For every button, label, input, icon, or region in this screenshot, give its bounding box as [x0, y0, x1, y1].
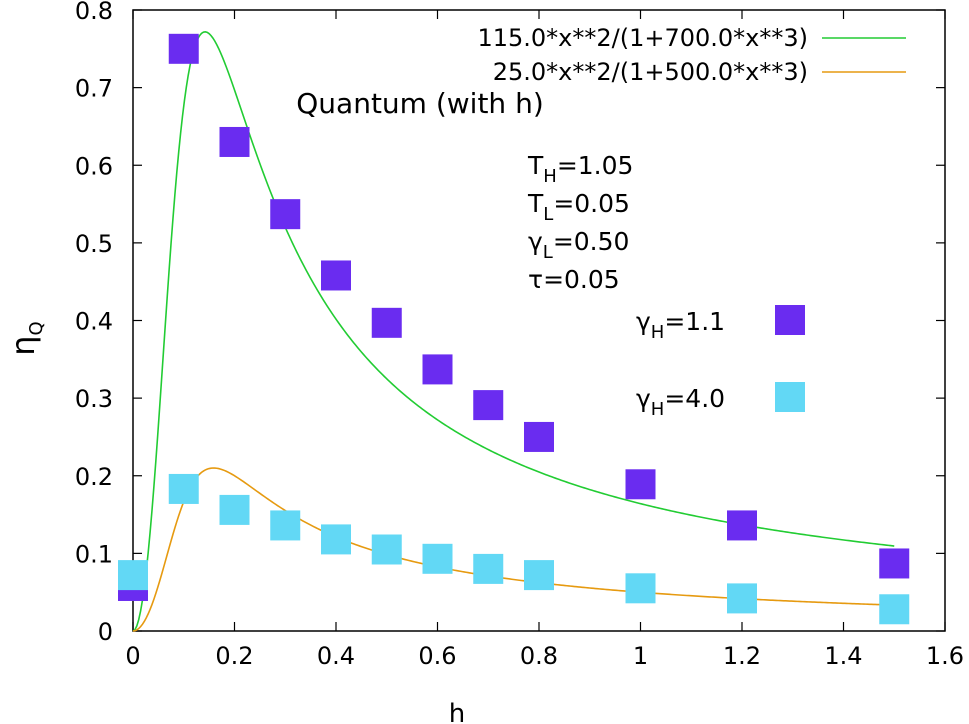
x-tick-label: 0.2	[215, 642, 253, 670]
legend-label-value: =4.0	[664, 384, 725, 413]
data-point-series-1	[727, 583, 757, 614]
param-annotation-value: =0.05	[543, 265, 620, 294]
x-axis-label: h	[449, 699, 465, 724]
x-tick-label: 1.2	[723, 642, 761, 670]
legend-label: 25.0*x**2/(1+500.0*x**3)	[493, 58, 808, 86]
x-tick-label: 1	[633, 642, 648, 670]
text-layer: 115.0*x**2/(1+700.0*x**3) 25.0*x**2/(1+50…	[296, 24, 906, 420]
legend-label: 115.0*x**2/(1+700.0*x**3)	[477, 24, 808, 52]
data-point-series-1	[270, 510, 301, 541]
x-tick-label: 0.4	[317, 642, 355, 670]
param-annotation-main: τ	[528, 265, 543, 294]
legend-label-main: γ	[636, 307, 651, 336]
legend-label-sub: H	[651, 322, 665, 343]
param-annotation-value: =0.50	[553, 227, 630, 256]
y-tick-label: 0.4	[75, 308, 113, 336]
data-point-series-1	[879, 594, 910, 625]
data-point-series-1	[422, 543, 453, 574]
y-axis-label: ηQ	[4, 321, 47, 355]
chart-title: Quantum (with h)	[296, 87, 544, 120]
y-tick-label: 0.3	[75, 385, 113, 413]
data-point-series-0	[473, 390, 504, 421]
x-tick-label: 1.4	[824, 642, 862, 670]
param-annotation-sub: H	[543, 166, 557, 187]
data-point-series-1	[524, 560, 554, 591]
param-annotation-main: T	[527, 151, 544, 180]
x-tick-label: 1.6	[926, 642, 964, 670]
data-point-series-0	[727, 510, 757, 541]
y-tick-label: 0.1	[75, 540, 113, 568]
param-annotation: τ=0.05	[528, 265, 620, 294]
param-annotation: TH=1.05	[527, 151, 633, 187]
data-point-series-0	[270, 199, 301, 230]
legend-label-value: =1.1	[664, 307, 725, 336]
param-annotation-sub: L	[543, 242, 553, 263]
y-tick-label: 0.5	[75, 230, 113, 258]
x-tick-label: 0.8	[520, 642, 558, 670]
data-point-series-1	[371, 534, 402, 565]
y-tick-label: 0.7	[75, 75, 113, 103]
legend-label-main: γ	[636, 384, 651, 413]
data-point-series-1	[625, 573, 656, 604]
series-line-2	[132, 31, 895, 632]
y-axis-label-main: η	[4, 335, 42, 355]
legend-marker	[775, 382, 805, 412]
x-tick-label: 0.6	[418, 642, 456, 670]
series-line-3	[132, 467, 895, 632]
data-point-series-0	[625, 469, 656, 500]
data-point-series-0	[321, 260, 351, 291]
data-point-series-0	[168, 33, 199, 64]
param-annotation-main: T	[527, 189, 544, 218]
data-point-series-1	[219, 494, 250, 525]
legend-label: γH=4.0	[636, 384, 725, 420]
data-point-series-1	[321, 524, 351, 555]
axes-layer: 0 0.2 0.4 0.6 0.8 1 1.2 1.4 1.6 0 0.1 0.2 0.3 0.4 0.5 0…	[4, 0, 964, 724]
param-annotation-sub: L	[543, 204, 553, 225]
data-point-series-0	[422, 354, 453, 385]
data-layer	[118, 31, 910, 632]
data-point-series-0	[219, 126, 250, 157]
param-annotation: γL=0.50	[528, 227, 629, 263]
x-tick-label: 0	[125, 642, 140, 670]
legend-marker	[775, 305, 805, 335]
data-point-series-1	[473, 553, 504, 584]
param-annotation: TL=0.05	[527, 189, 630, 225]
y-axis-label-sub: Q	[26, 321, 47, 335]
data-point-series-1	[168, 473, 199, 504]
data-point-series-1	[118, 560, 148, 591]
data-point-series-0	[371, 307, 402, 338]
data-point-series-0	[524, 421, 554, 452]
legend-label: γH=1.1	[636, 307, 725, 343]
param-annotation-value: =1.05	[557, 151, 634, 180]
legend-label-sub: H	[651, 399, 665, 420]
y-tick-label: 0	[98, 618, 113, 646]
data-point-series-0	[879, 548, 910, 579]
param-annotation-main: γ	[528, 227, 543, 256]
param-annotation-value: =0.05	[553, 189, 630, 218]
y-tick-label: 0.8	[75, 0, 113, 25]
y-tick-label: 0.2	[75, 463, 113, 491]
y-tick-label: 0.6	[75, 152, 113, 180]
